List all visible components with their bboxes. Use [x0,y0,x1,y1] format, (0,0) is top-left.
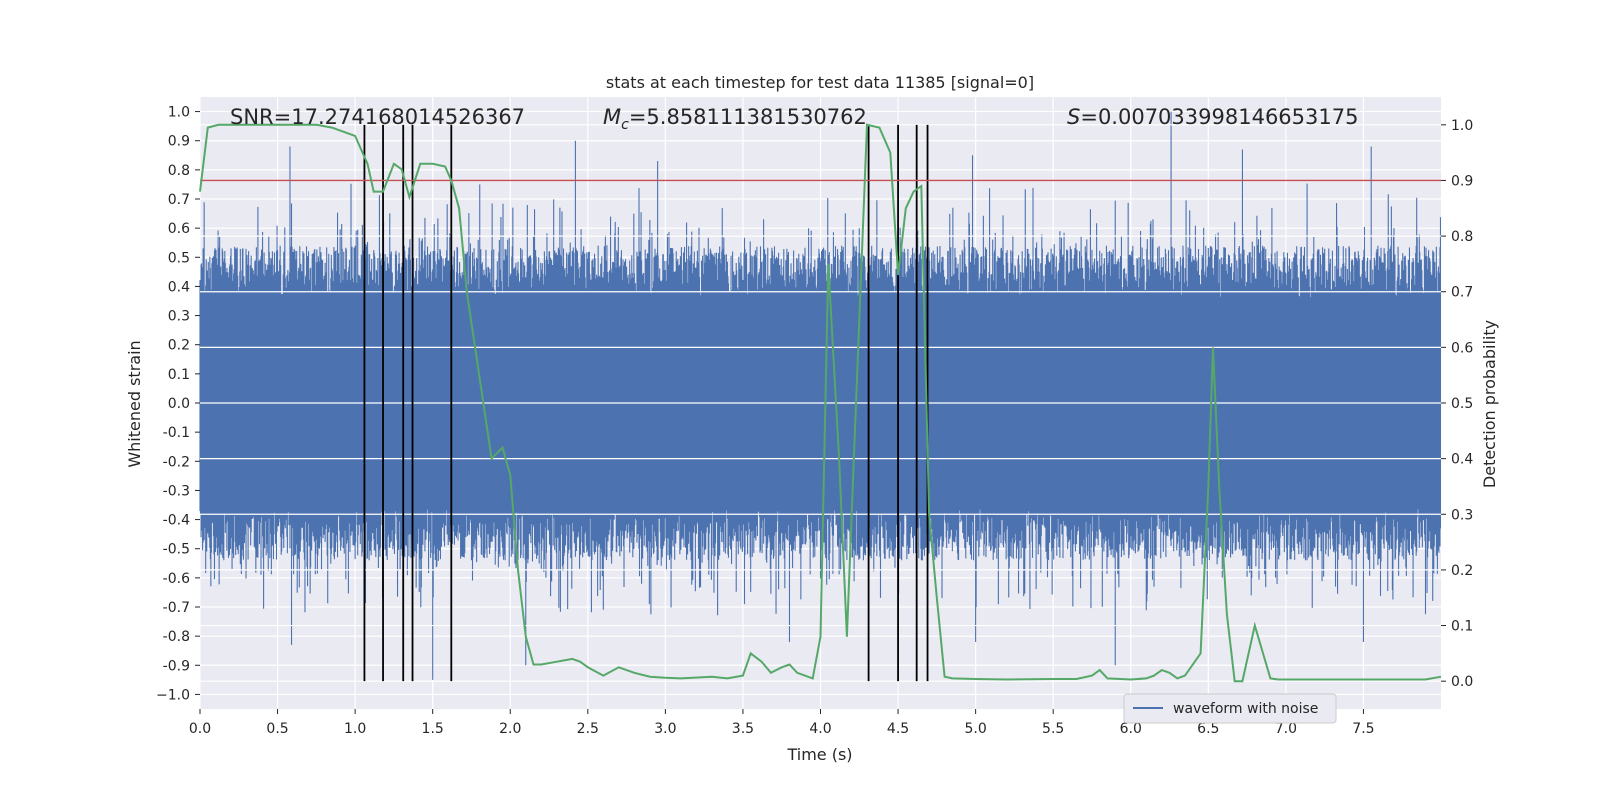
x-tick-label: 0.0 [189,721,211,737]
waveform-layer [199,111,1442,680]
y-tick-left-label: -0.2 [163,454,190,470]
y-tick-right-label: 0.7 [1451,285,1473,301]
snr-annotation: SNR=17.274168014526367 [230,105,525,129]
x-tick-label: 4.0 [809,721,831,737]
y-tick-left-label: -0.6 [163,571,190,587]
y-tick-left-label: 0.4 [168,279,190,295]
y-tick-left-label: -0.5 [163,542,190,558]
x-tick-label: 1.5 [422,721,444,737]
y-tick-left-label: 0.0 [168,396,190,412]
mc-value: =5.858111381530762 [629,105,867,129]
x-tick-label: 6.0 [1120,721,1142,737]
y-tick-right-label: 0.2 [1451,563,1473,579]
x-axis-label: Time (s) [786,745,852,764]
y-tick-left-label: 0.2 [168,338,190,354]
mc-symbol: M [603,105,621,129]
waveform-core [200,330,1441,491]
s-value: =0.007033998146653175 [1080,105,1358,129]
y-tick-left-label: 0.6 [168,221,190,237]
x-tick-label: 3.0 [654,721,676,737]
x-tick-label: 1.0 [344,721,366,737]
y-tick-right-label: 0.3 [1451,507,1473,523]
y-tick-left-label: -0.8 [163,629,190,645]
x-tick-label: 5.5 [1042,721,1064,737]
y-tick-left-label: 0.1 [168,367,190,383]
y-tick-right-label: 0.4 [1451,452,1473,468]
y-tick-left-label: 0.3 [168,309,190,325]
y-tick-left-label: 0.9 [168,134,190,150]
s-annotation: S=0.007033998146653175 [1067,105,1358,129]
y-tick-right-label: 0.1 [1451,619,1473,635]
x-tick-label: 7.5 [1352,721,1374,737]
y-tick-left-label: -0.9 [163,658,190,674]
legend-label: waveform with noise [1173,701,1318,717]
x-tick-label: 6.5 [1197,721,1219,737]
y-tick-right-label: 0.6 [1451,340,1473,356]
y-tick-left-label: -0.7 [163,600,190,616]
mc-annotation: Mc=5.858111381530762 [603,105,867,133]
probability-line [199,123,1442,683]
y-tick-right-label: 0.8 [1451,229,1473,245]
y-tick-left-label: 0.7 [168,192,190,208]
y-tick-right-label: 0.5 [1451,396,1473,412]
x-axis-ticks: 0.0 0.5 1.0 1.5 2.0 2.5 3.0 3.5 4.0 4.5 5.0 5.5 6.0 6… [189,709,1375,737]
event-markers [363,124,929,682]
y-tick-left-label: 0.8 [168,163,190,179]
x-tick-label: 3.5 [732,721,754,737]
x-tick-label: 0.5 [266,721,288,737]
x-tick-label: 2.5 [577,721,599,737]
x-tick-label: 2.0 [499,721,521,737]
x-tick-label: 7.0 [1275,721,1297,737]
y-tick-right-label: 0.9 [1451,173,1473,189]
y-axis-right-label: Detection probability [1480,320,1499,488]
legend-box [1123,693,1337,724]
s-symbol: S [1067,105,1080,129]
x-tick-label: 4.5 [887,721,909,737]
y-tick-left-label: -0.3 [163,483,190,499]
y-tick-left-label: -0.4 [163,513,190,529]
y-tick-left-label: -0.1 [163,425,190,441]
y-tick-right-label: 1.0 [1451,118,1473,134]
y-tick-right-label: 0.0 [1451,674,1473,690]
y-axis-right-ticks: 1.0 0.9 0.8 0.7 0.6 0.5 0.4 0.3 0.2 0.1 0.0 [1441,118,1473,690]
x-tick-label: 5.0 [964,721,986,737]
y-tick-left-label: 0.5 [168,250,190,266]
y-axis-left-label: Whitened strain [125,340,144,467]
y-axis-left-ticks: 1.0 0.9 0.8 0.7 0.6 0.5 0.4 0.3 0.2 0.1 0.0 -0.1 -0.… [156,105,200,703]
mc-subscript: c [621,117,629,133]
legend: waveform with noise [1123,693,1337,724]
y-tick-left-label: 1.0 [168,105,190,121]
y-tick-left-label: −1.0 [156,687,190,703]
chart-title: stats at each timestep for test data 113… [606,73,1034,92]
